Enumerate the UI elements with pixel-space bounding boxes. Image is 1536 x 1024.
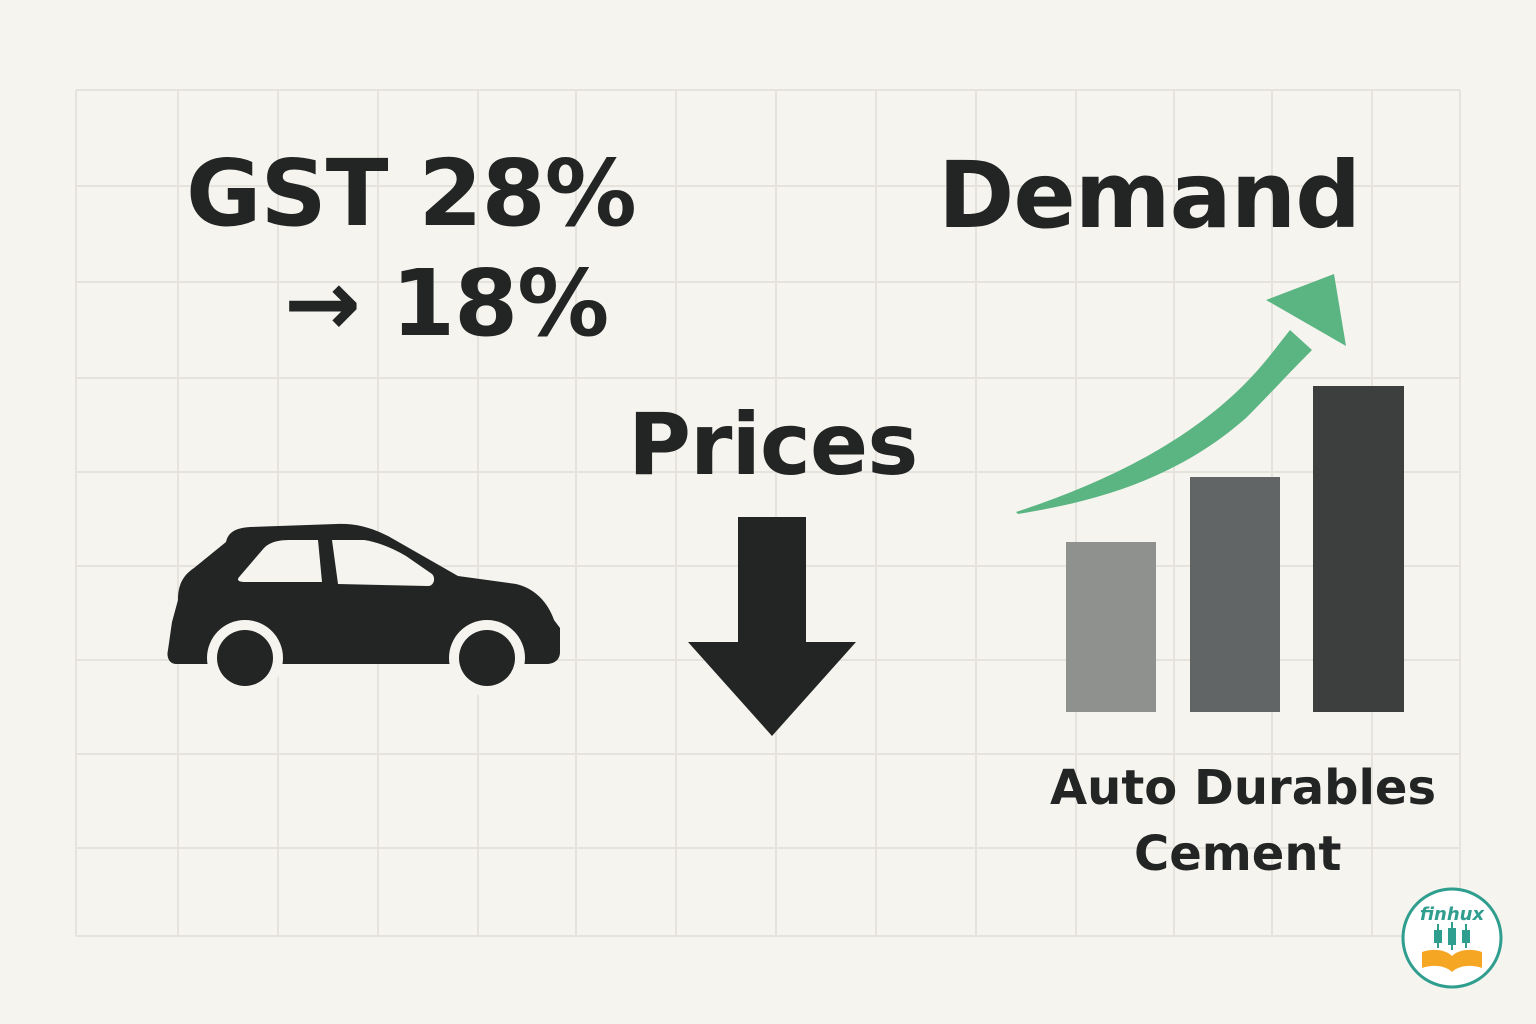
- bar-cement: [1313, 386, 1404, 712]
- down-arrow-icon: [688, 517, 856, 736]
- open-book-icon: [1422, 949, 1482, 972]
- bar-durables: [1190, 477, 1280, 712]
- gst-new-rate: → 18%: [284, 250, 609, 357]
- svg-text:finhux: finhux: [1420, 904, 1486, 925]
- bar-auto: [1066, 542, 1156, 712]
- gst-old-rate: GST 28%: [186, 140, 637, 247]
- prices-heading: Prices: [628, 395, 918, 495]
- finhux-logo: finhux: [1401, 887, 1503, 989]
- car-icon: [167, 523, 560, 696]
- category-cement: Cement: [1134, 826, 1342, 882]
- up-trend-arrow-icon: [1016, 274, 1346, 514]
- candlestick-icon: [1434, 922, 1470, 950]
- category-auto: Auto: [1050, 760, 1178, 816]
- demand-heading: Demand: [938, 142, 1361, 249]
- bar-chart-icon: [1066, 386, 1404, 712]
- category-durables: Durables: [1194, 760, 1437, 816]
